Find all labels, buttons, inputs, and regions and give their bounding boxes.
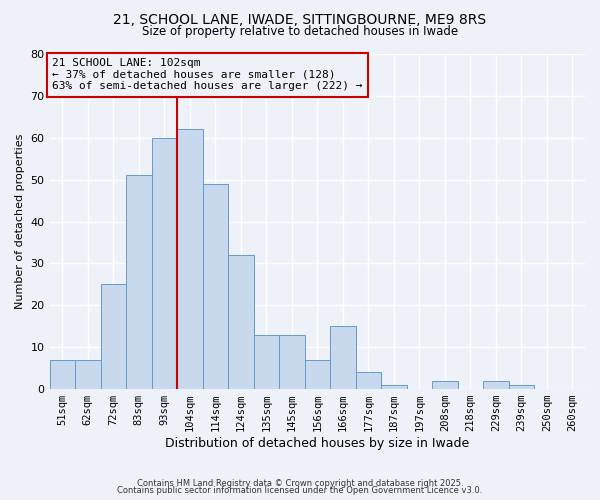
Text: 21, SCHOOL LANE, IWADE, SITTINGBOURNE, ME9 8RS: 21, SCHOOL LANE, IWADE, SITTINGBOURNE, M… xyxy=(113,12,487,26)
Bar xyxy=(279,334,305,389)
X-axis label: Distribution of detached houses by size in Iwade: Distribution of detached houses by size … xyxy=(165,437,469,450)
Bar xyxy=(126,176,152,389)
Bar xyxy=(254,334,279,389)
Bar xyxy=(177,130,203,389)
Text: Contains public sector information licensed under the Open Government Licence v3: Contains public sector information licen… xyxy=(118,486,482,495)
Bar xyxy=(228,255,254,389)
Y-axis label: Number of detached properties: Number of detached properties xyxy=(15,134,25,309)
Bar xyxy=(483,380,509,389)
Text: Contains HM Land Registry data © Crown copyright and database right 2025.: Contains HM Land Registry data © Crown c… xyxy=(137,478,463,488)
Bar xyxy=(152,138,177,389)
Bar xyxy=(509,385,534,389)
Bar xyxy=(75,360,101,389)
Bar xyxy=(101,284,126,389)
Text: Size of property relative to detached houses in Iwade: Size of property relative to detached ho… xyxy=(142,25,458,38)
Bar xyxy=(203,184,228,389)
Bar xyxy=(50,360,75,389)
Bar xyxy=(356,372,381,389)
Bar xyxy=(330,326,356,389)
Bar xyxy=(305,360,330,389)
Bar xyxy=(432,380,458,389)
Bar xyxy=(381,385,407,389)
Text: 21 SCHOOL LANE: 102sqm
← 37% of detached houses are smaller (128)
63% of semi-de: 21 SCHOOL LANE: 102sqm ← 37% of detached… xyxy=(52,58,362,92)
